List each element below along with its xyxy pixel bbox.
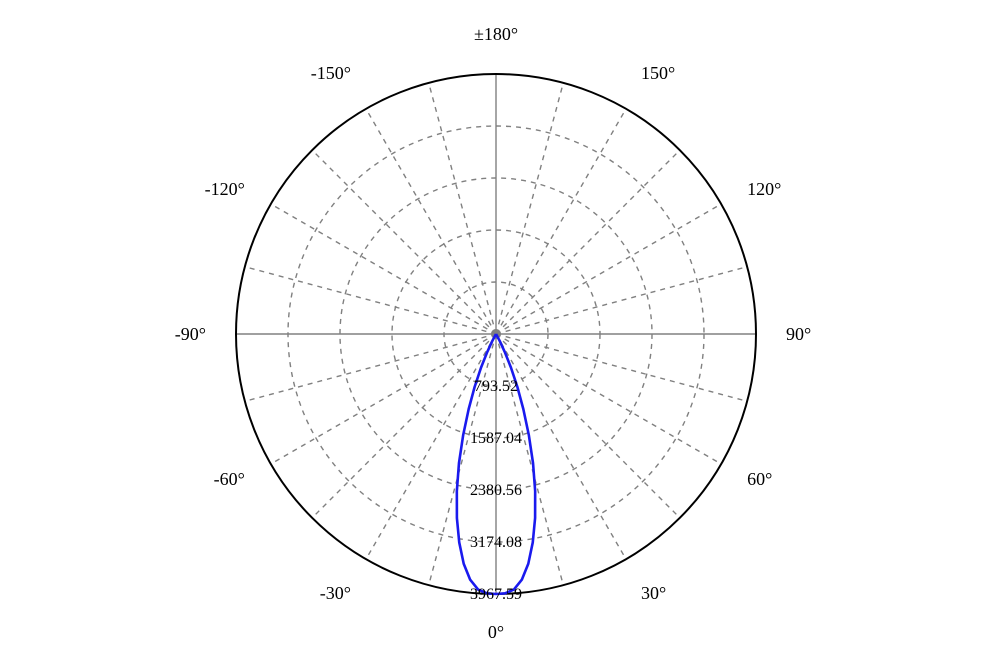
- angle-tick-label: ±180°: [474, 24, 518, 44]
- polar-svg: 793.52 1587.04 2380.56 3174.08 3967.59 0° 30° 6…: [0, 0, 992, 668]
- angle-tick-label: 0°: [488, 622, 504, 642]
- angle-tick-label: -120°: [205, 179, 245, 199]
- polar-chart: 793.52 1587.04 2380.56 3174.08 3967.59 0° 30° 6…: [0, 0, 992, 668]
- angle-tick-label: -150°: [311, 63, 351, 83]
- radial-tick-label: 1587.04: [470, 430, 522, 447]
- angle-tick-label: -90°: [175, 324, 206, 344]
- angle-tick-label: 60°: [747, 469, 772, 489]
- angle-tick-label: 150°: [641, 63, 675, 83]
- angle-tick-label: 120°: [747, 179, 781, 199]
- radial-tick-label: 3967.59: [470, 586, 522, 603]
- radial-tick-label: 2380.56: [470, 482, 522, 499]
- angle-tick-label: 30°: [641, 583, 666, 603]
- radial-tick-label: 793.52: [474, 378, 518, 395]
- radial-tick-label: 3174.08: [470, 534, 522, 551]
- angle-tick-label: 90°: [786, 324, 811, 344]
- angle-tick-label: -60°: [214, 469, 245, 489]
- angle-tick-label: -30°: [320, 583, 351, 603]
